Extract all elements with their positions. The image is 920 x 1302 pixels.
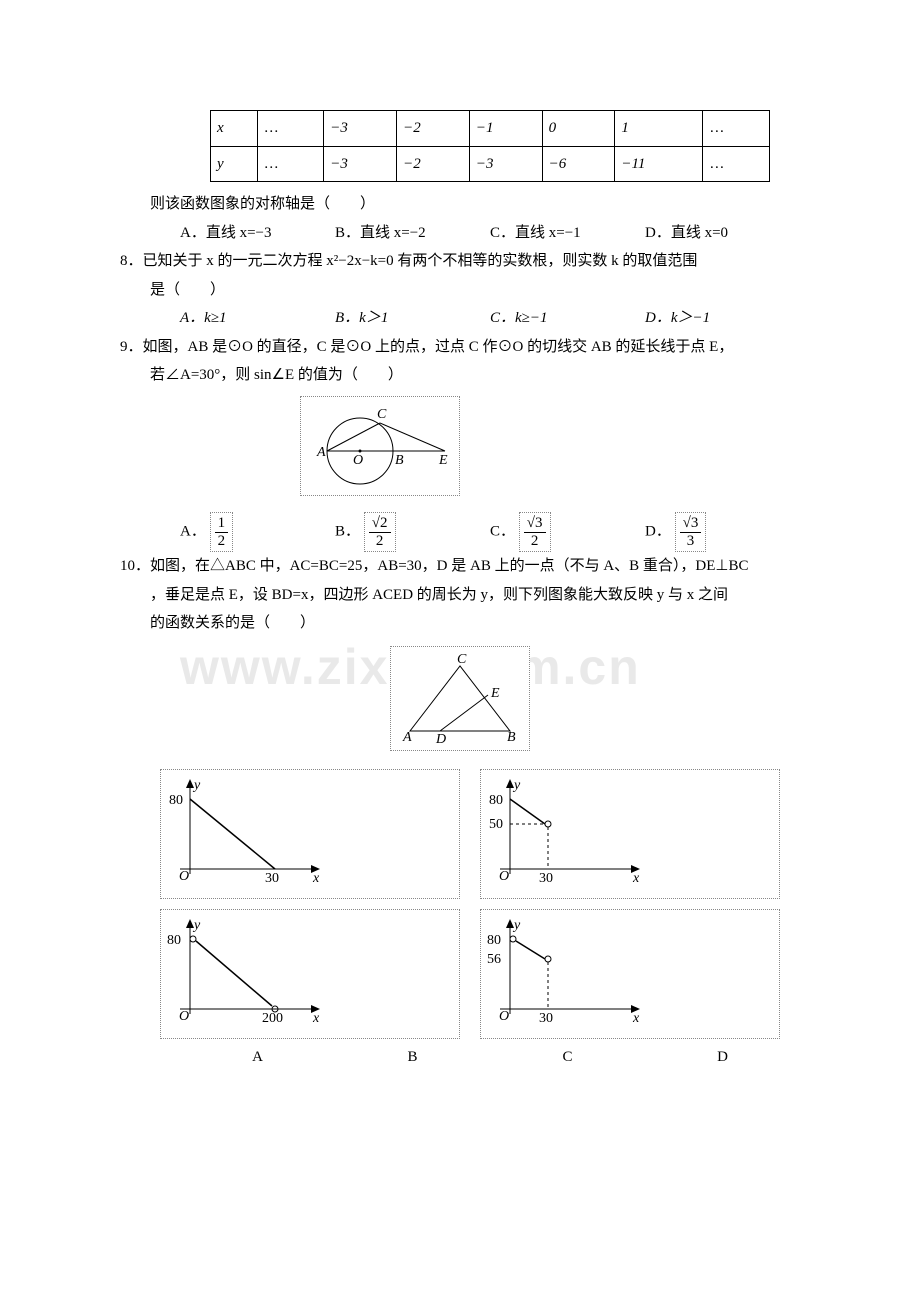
svg-text:x: x (312, 1011, 320, 1026)
cell: … (257, 146, 324, 182)
q7-options: A．直线 x=−3 B．直线 x=−2 C．直线 x=−1 D．直线 x=0 (120, 219, 800, 248)
svg-text:200: 200 (262, 1011, 283, 1026)
svg-text:80: 80 (169, 793, 183, 808)
q9-opt-c: C． √32 (490, 512, 645, 552)
svg-text:O: O (499, 1009, 509, 1024)
cell: −2 (397, 146, 470, 182)
triangle-diagram-svg: A D B C E (395, 651, 525, 746)
svg-text:O: O (179, 869, 189, 884)
q10-opt-b: B (335, 1043, 490, 1072)
q7-data-table: x … −3 −2 −1 0 1 … y … −3 −2 −3 −6 −11 … (210, 110, 770, 182)
graph-b: y x O 80 50 30 (480, 769, 780, 899)
svg-text:80: 80 (489, 793, 503, 808)
q9-opt-d: D． √33 (645, 512, 800, 552)
cell: … (703, 111, 770, 147)
label-b: B (395, 453, 404, 468)
q9-opt-b: B． √22 (335, 512, 490, 552)
cell: −3 (324, 146, 397, 182)
graph-a: y x O 80 30 (160, 769, 460, 899)
q10-triangle-row: A D B C E (120, 646, 800, 762)
cell: 1 (615, 111, 703, 147)
q10-line3: 的函数关系的是（ ） (120, 609, 800, 638)
q8-line2: 是（ ） (120, 276, 800, 305)
label-o: O (353, 453, 363, 468)
cell: −3 (324, 111, 397, 147)
cell: −6 (542, 146, 615, 182)
cell: 0 (542, 111, 615, 147)
svg-text:x: x (632, 1011, 640, 1026)
svg-text:y: y (192, 778, 201, 793)
q10-graphs: y x O 80 30 y x O (120, 769, 800, 1039)
svg-text:56: 56 (487, 952, 501, 967)
cell: … (703, 146, 770, 182)
q8-opt-d: D．k＞−1 (645, 304, 800, 333)
label-a: A (316, 445, 326, 460)
graph-d: y x O 80 56 30 (480, 909, 780, 1039)
q8-opt-b: B．k＞1 (335, 304, 490, 333)
svg-text:y: y (192, 918, 201, 933)
svg-text:D: D (435, 732, 446, 746)
cell: −3 (469, 146, 542, 182)
q10-option-labels: A B C D (120, 1043, 800, 1072)
cell: −1 (469, 111, 542, 147)
q7-tail: 则该函数图象的对称轴是（ ） (120, 190, 800, 219)
svg-text:O: O (179, 1009, 189, 1024)
q10-opt-a: A (180, 1043, 335, 1072)
svg-text:x: x (312, 871, 320, 886)
svg-text:y: y (512, 918, 521, 933)
q10-triangle-figure: A D B C E (390, 646, 530, 751)
svg-text:B: B (507, 730, 516, 745)
q9-opt-a: A． 12 (180, 512, 335, 552)
circle-diagram-svg: A O B C E (305, 401, 455, 491)
q8-opt-a: A．k≥1 (180, 304, 335, 333)
svg-text:C: C (457, 652, 467, 667)
q9-line2: 若∠A=30°，则 sin∠E 的值为（ ） (120, 361, 800, 390)
label-c: C (377, 407, 387, 422)
svg-text:O: O (499, 869, 509, 884)
svg-text:80: 80 (167, 933, 181, 948)
svg-text:A: A (402, 730, 412, 745)
q8-options: A．k≥1 B．k＞1 C．k≥−1 D．k＞−1 (120, 304, 800, 333)
q7-opt-a: A．直线 x=−3 (180, 219, 335, 248)
q10-opt-d: D (645, 1043, 800, 1072)
graph-c: y x O 80 200 (160, 909, 460, 1039)
q10-line1: 10．如图，在△ABC 中，AC=BC=25，AB=30，D 是 AB 上的一点… (120, 552, 800, 581)
q8-opt-c: C．k≥−1 (490, 304, 645, 333)
q10-line2: ，垂足是点 E，设 BD=x，四边形 ACED 的周长为 y，则下列图象能大致反… (120, 581, 800, 610)
q9-figure-row: A O B C E (120, 396, 800, 507)
cell: −2 (397, 111, 470, 147)
table-row: x … −3 −2 −1 0 1 … (211, 111, 770, 147)
q7-opt-d: D．直线 x=0 (645, 219, 800, 248)
table-row: y … −3 −2 −3 −6 −11 … (211, 146, 770, 182)
q7-opt-c: C．直线 x=−1 (490, 219, 645, 248)
q10-opt-c: C (490, 1043, 645, 1072)
svg-text:E: E (490, 686, 500, 701)
cell: y (211, 146, 258, 182)
q9-circle-figure: A O B C E (300, 396, 460, 496)
q8-line1: 8．已知关于 x 的一元二次方程 x²−2x−k=0 有两个不相等的实数根，则实… (120, 247, 800, 276)
label-e: E (438, 453, 448, 468)
q9-line1: 9．如图，AB 是⊙O 的直径，C 是⊙O 上的点，过点 C 作⊙O 的切线交 … (120, 333, 800, 362)
cell: −11 (615, 146, 703, 182)
svg-text:50: 50 (489, 817, 503, 832)
svg-text:30: 30 (539, 1011, 553, 1026)
svg-text:y: y (512, 778, 521, 793)
svg-text:80: 80 (487, 933, 501, 948)
q9-options: A． 12 B． √22 C． √32 D． √33 (120, 512, 800, 552)
cell: x (211, 111, 258, 147)
q7-opt-b: B．直线 x=−2 (335, 219, 490, 248)
svg-text:30: 30 (265, 871, 279, 886)
svg-text:x: x (632, 871, 640, 886)
svg-text:30: 30 (539, 871, 553, 886)
cell: … (257, 111, 324, 147)
